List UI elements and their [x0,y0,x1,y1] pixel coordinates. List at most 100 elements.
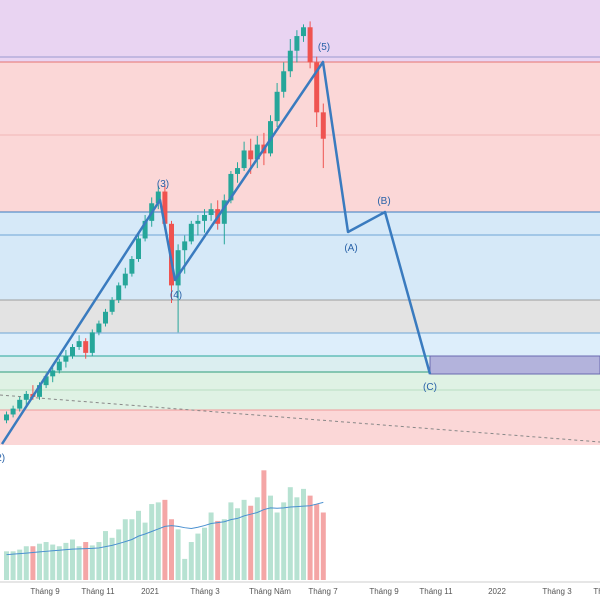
candle-body [301,27,306,37]
candle-body [248,150,254,160]
volume-ma-line [6,501,324,556]
volume-bar [202,527,207,580]
volume-bar [169,519,174,580]
candle-body [202,215,207,221]
candle-body [50,370,56,377]
volume-bar [208,512,214,580]
candle-body [221,200,227,224]
candle-body [274,91,280,122]
volume-bar [56,546,62,580]
volume-bar [228,502,234,580]
volume-bar [268,495,273,580]
dashed-trend-line [0,394,600,443]
volume-bar [50,544,56,580]
zone-band-1 [0,62,600,212]
candle-body [37,385,42,397]
volume-bar [182,558,188,580]
volume-bar [155,502,161,580]
zone-band-6 [0,372,600,410]
zone-band-7 [0,410,600,445]
candle-body [89,332,95,353]
volume-bar [37,543,42,580]
volume-bar [136,510,141,580]
candle-body [10,408,16,415]
volume-bar [17,549,23,580]
candle-body [195,220,201,224]
volume-bar [188,542,194,580]
volume-bar [307,495,313,580]
volume-bar [162,499,168,580]
candle-body [17,399,23,409]
zone-band-2 [0,212,600,300]
zone-band-0 [0,0,600,62]
x-tick-label: Tháng 7 [308,587,338,596]
candle-body [43,376,49,386]
volume-bar [103,531,108,580]
candle-body [83,341,89,353]
volume-bar [175,529,181,580]
x-tick-label: Th [593,587,600,596]
volume-bar [195,533,201,580]
volume-bar [76,546,82,580]
zone-band-3 [0,300,600,333]
candle-body [155,191,161,204]
x-tick-label: 2022 [488,587,506,596]
volume-bar [109,537,115,580]
wave-label: (A) [344,243,357,254]
wave-label: (2) [0,453,5,464]
candle-body [70,347,75,356]
candle-body [129,259,135,274]
volume-bar [241,499,247,580]
candle-body [142,220,148,239]
candle-body [254,144,260,160]
volume-bar [221,519,227,580]
x-tick-label: Tháng Năm [249,587,291,596]
volume-bar [294,497,300,580]
candle-body [76,341,82,347]
volume-bar [287,487,293,580]
candle-body [281,71,287,92]
candle-body [116,285,122,301]
volume-bar [96,542,102,580]
volume-bar [10,551,16,580]
fibonacci-zones [0,0,600,445]
wave-label: (3) [157,179,169,190]
candle-body [56,361,62,371]
wave-label: (B) [377,196,390,207]
x-tick-label: Tháng 11 [419,587,453,596]
volume-bar [274,512,280,580]
volume-bar [314,504,320,580]
wave-path [0,60,432,445]
volume-bar [70,539,75,580]
candle-body [103,311,108,324]
elliott-wave-labels: (2) (3) (4) (5) (A) (B) (C) [0,42,437,464]
candle-body [241,150,247,169]
x-tick-label: Tháng 9 [30,587,60,596]
volume-bar [43,542,49,580]
volume-bar [129,519,135,580]
candle-body [182,241,188,251]
wave-label: (4) [170,290,182,301]
volume-moving-average [6,501,324,556]
x-tick-label: Tháng 11 [81,587,115,596]
volume-bar [149,504,155,580]
candle-body [228,173,234,201]
x-tick-label: Tháng 9 [369,587,399,596]
x-tick-label: Tháng 3 [542,587,572,596]
candle-body [122,273,128,286]
candle-body [96,323,102,333]
x-tick-label: 2021 [141,587,159,596]
candle-body [294,36,300,51]
x-tick-label: Tháng 3 [190,587,220,596]
candle-body [162,191,168,224]
candle-body [208,209,214,215]
volume-bar [30,546,36,580]
volume-bar [122,519,128,580]
volume-bar [4,551,9,580]
volume-bar [235,508,240,580]
volume-bar [215,520,221,580]
candle-body [63,355,69,362]
target-zone-box [429,355,600,375]
